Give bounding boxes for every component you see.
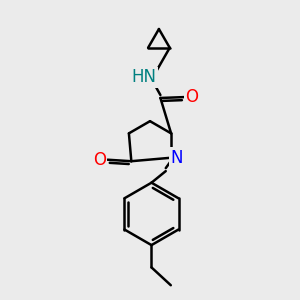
Text: N: N — [170, 149, 183, 167]
Text: O: O — [185, 88, 198, 106]
Text: O: O — [93, 151, 106, 169]
Text: HN: HN — [132, 68, 157, 86]
